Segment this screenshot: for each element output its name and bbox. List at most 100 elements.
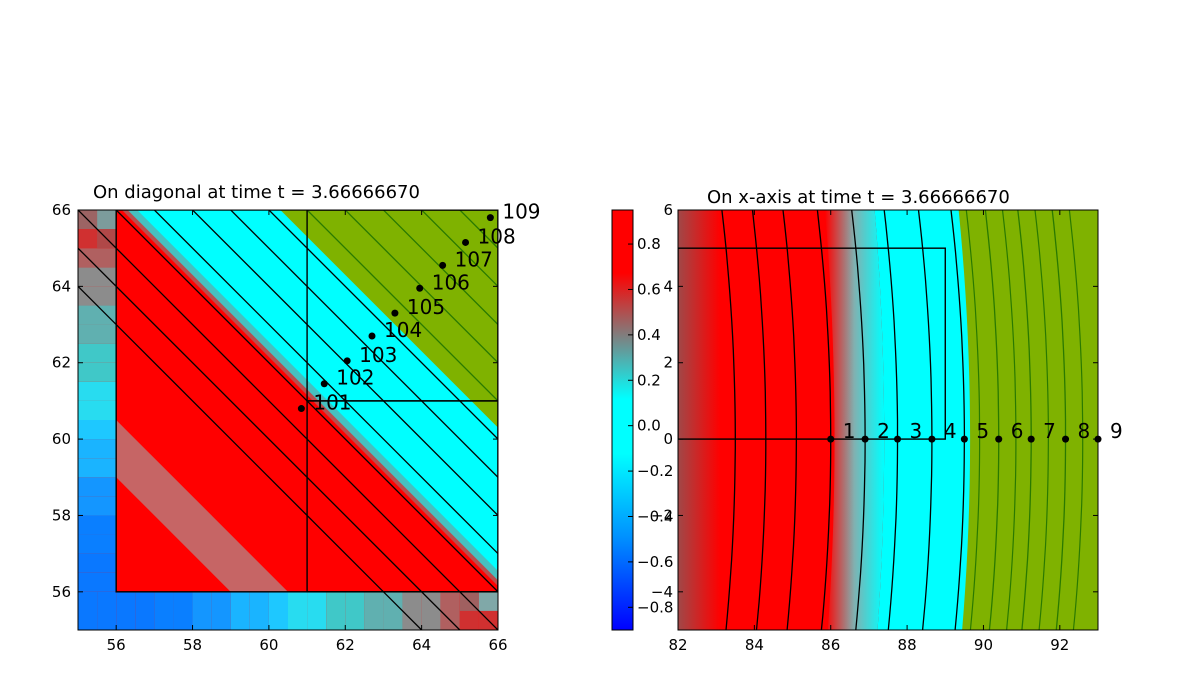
data-point <box>827 435 835 443</box>
right-axes-frame <box>677 209 1099 631</box>
vertical-contour <box>816 210 832 630</box>
vertical-contour <box>1017 210 1032 630</box>
vertical-contour <box>851 210 866 630</box>
x-tick-label: 84 <box>745 636 764 654</box>
bottom-cell <box>345 591 365 630</box>
data-point <box>439 261 447 269</box>
vertical-contour <box>1051 210 1067 630</box>
point-label: 5 <box>976 419 989 443</box>
colorbar-tick-label: 0.8 <box>637 235 661 253</box>
vertical-contour <box>782 210 798 630</box>
corner-cell <box>478 591 498 611</box>
y-tick-label: 4 <box>663 277 673 295</box>
colorbar-tick-label: 0.0 <box>637 417 661 435</box>
y-tick-label: 64 <box>52 277 71 295</box>
colorbar-tick-label: −0.2 <box>637 462 673 480</box>
colorbar-tick-label: 0.6 <box>637 280 661 298</box>
point-label: 4 <box>944 419 957 443</box>
colorbar-tick-label: −0.4 <box>637 507 673 525</box>
data-point <box>343 357 351 365</box>
bottom-cell <box>249 591 269 630</box>
y-tick-label: −4 <box>651 583 673 601</box>
data-point <box>368 332 376 340</box>
y-tick-label: 60 <box>52 430 71 448</box>
y-tick-label: 56 <box>52 583 71 601</box>
x-tick-label: 64 <box>412 636 431 654</box>
bottom-cell <box>211 591 231 630</box>
colorbar-tick-label: 0.2 <box>637 371 661 389</box>
right-grid-boxes <box>678 247 946 440</box>
point-label: 1 <box>843 419 856 443</box>
vertical-contour <box>751 210 767 630</box>
colorbar-ticks: −0.8 −0.6 −0.4 −0.2 0.0 0.2 0.4 0.6 0.8 <box>628 235 673 616</box>
grid-box <box>306 210 498 402</box>
point-label: 103 <box>359 343 397 367</box>
left-cell <box>78 343 117 363</box>
data-point <box>391 309 399 317</box>
bottom-cell <box>116 591 136 630</box>
bottom-cell <box>230 591 250 630</box>
y-tick-label: −2 <box>651 506 673 524</box>
left-cell <box>78 248 117 268</box>
data-point <box>928 435 936 443</box>
point-label: 8 <box>1078 419 1091 443</box>
transition-band <box>121 210 498 587</box>
left-cell <box>78 515 117 535</box>
bottom-cell <box>402 591 422 630</box>
left-cell <box>78 572 117 592</box>
vertical-contour <box>984 210 1000 630</box>
colorbar-gradient <box>611 209 634 631</box>
diagonal-contour <box>78 210 498 630</box>
x-tick-label: 86 <box>821 636 840 654</box>
colorbar-tick-label: −0.6 <box>637 553 673 571</box>
bottom-cell <box>268 591 288 630</box>
point-label: 102 <box>336 366 374 390</box>
point-label: 2 <box>877 419 890 443</box>
y-tick-label: 0 <box>663 430 673 448</box>
point-label: 109 <box>502 200 540 224</box>
left-cell <box>78 553 117 573</box>
cyan-region <box>874 210 972 630</box>
diagonal-contour <box>78 285 423 630</box>
vertical-contour <box>917 210 933 630</box>
left-ticks: 56 58 60 62 64 66 56 58 60 62 64 66 <box>52 201 508 654</box>
x-tick-label: 82 <box>668 636 687 654</box>
diagonal-contour <box>78 247 461 630</box>
bottom-cell <box>97 591 117 630</box>
left-cell <box>78 362 117 382</box>
diagonal-contour <box>267 210 498 441</box>
left-cell <box>78 381 117 401</box>
cyan-strip <box>116 420 288 592</box>
bottom-cell <box>326 591 346 630</box>
bottom-cell <box>307 591 327 630</box>
diagonal-contour <box>420 210 498 288</box>
left-cell <box>78 439 117 459</box>
left-axes-frame <box>77 209 499 631</box>
grid-box <box>678 247 946 440</box>
right-heatmap <box>678 210 1098 630</box>
data-point <box>894 435 902 443</box>
data-point <box>320 380 328 388</box>
vertical-contour <box>1068 210 1084 630</box>
point-label: 101 <box>313 391 351 415</box>
left-cell <box>78 267 117 287</box>
bottom-cell <box>383 591 403 630</box>
data-point <box>960 435 968 443</box>
bottom-cell <box>440 591 460 630</box>
diagonal-contour <box>306 210 498 402</box>
y-tick-label: 66 <box>52 201 71 219</box>
point-label: 7 <box>1043 419 1056 443</box>
left-cell <box>78 286 117 306</box>
bottom-cell <box>364 591 384 630</box>
left-cell <box>78 496 117 516</box>
bottom-cell <box>135 591 155 630</box>
vertical-contour <box>721 210 736 630</box>
x-tick-label: 88 <box>898 636 917 654</box>
data-point <box>1027 435 1035 443</box>
bottom-cell <box>192 591 212 630</box>
data-point <box>995 435 1003 443</box>
point-label: 107 <box>455 247 493 271</box>
data-point <box>486 214 494 222</box>
left-cell <box>78 324 117 344</box>
point-label: 104 <box>384 318 422 342</box>
